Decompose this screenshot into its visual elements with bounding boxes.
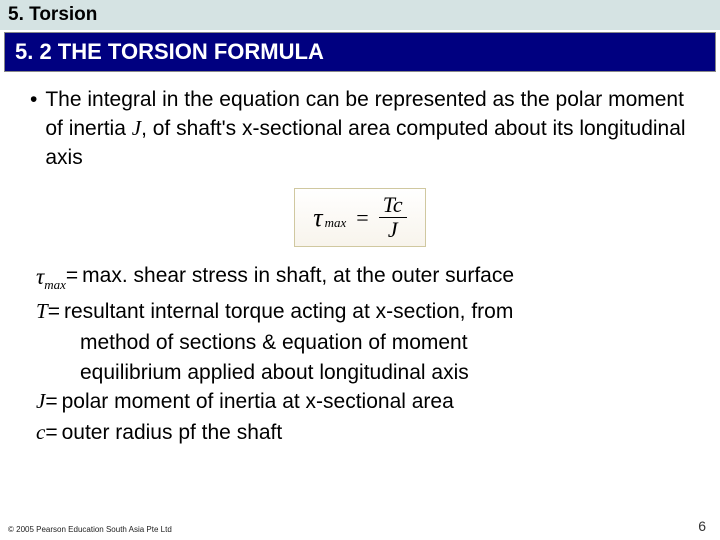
torsion-formula: τ max = Tc J [294,188,425,247]
tau-symbol: τ [313,203,322,233]
def-c: c = outer radius pf the shaft [36,418,690,447]
section-label: 5. 2 THE TORSION FORMULA [15,39,324,64]
slide-footer: © 2005 Pearson Education South Asia Pte … [8,518,712,534]
def-t-cont2: equilibrium applied about longitudinal a… [36,358,690,387]
def-t-text1: resultant internal torque acting at x-se… [60,297,513,326]
bullet-text-part2: , of shaft's x-sectional area computed a… [45,117,685,168]
page-number: 6 [698,518,712,534]
chapter-label: 5. Torsion [8,4,97,25]
def-j-symbol: J [36,387,45,416]
def-tau-text: max. shear stress in shaft, at the outer… [78,261,514,294]
def-t-eq: = [48,297,60,326]
equals-sign: = [356,205,368,231]
def-j: J = polar moment of inertia at x-section… [36,387,690,416]
inertia-symbol: J [132,116,141,140]
def-tau-symbol: τmax [36,261,66,294]
tau-glyph: τ [36,264,44,289]
tau-subscript: max [325,215,347,231]
def-t-cont1: method of sections & equation of moment [36,328,690,357]
formula-lhs: τ max [313,203,346,233]
bullet-marker: • [30,86,37,172]
def-c-text: outer radius pf the shaft [58,418,283,447]
def-t: T = resultant internal torque acting at … [36,297,690,326]
bullet-text: The integral in the equation can be repr… [45,86,690,172]
chapter-header: 5. Torsion [0,0,720,30]
def-j-text: polar moment of inertia at x-sectional a… [58,387,454,416]
def-j-eq: = [45,387,57,416]
copyright-text: © 2005 Pearson Education South Asia Pte … [8,525,172,534]
def-t-symbol: T [36,297,48,326]
def-tau-max: τmax = max. shear stress in shaft, at th… [36,261,690,294]
def-tau-eq: = [66,261,78,294]
def-c-symbol: c [36,418,45,447]
definitions: τmax = max. shear stress in shaft, at th… [30,261,690,447]
section-header: 5. 2 THE TORSION FORMULA [4,32,716,72]
formula-container: τ max = Tc J [30,188,690,247]
slide-content: • The integral in the equation can be re… [0,72,720,448]
def-c-eq: = [45,418,57,447]
tau-sub-glyph: max [44,278,66,293]
bullet-paragraph: • The integral in the equation can be re… [30,86,690,172]
fraction-denominator: J [384,218,402,242]
formula-fraction: Tc J [379,193,407,242]
fraction-numerator: Tc [379,193,407,217]
